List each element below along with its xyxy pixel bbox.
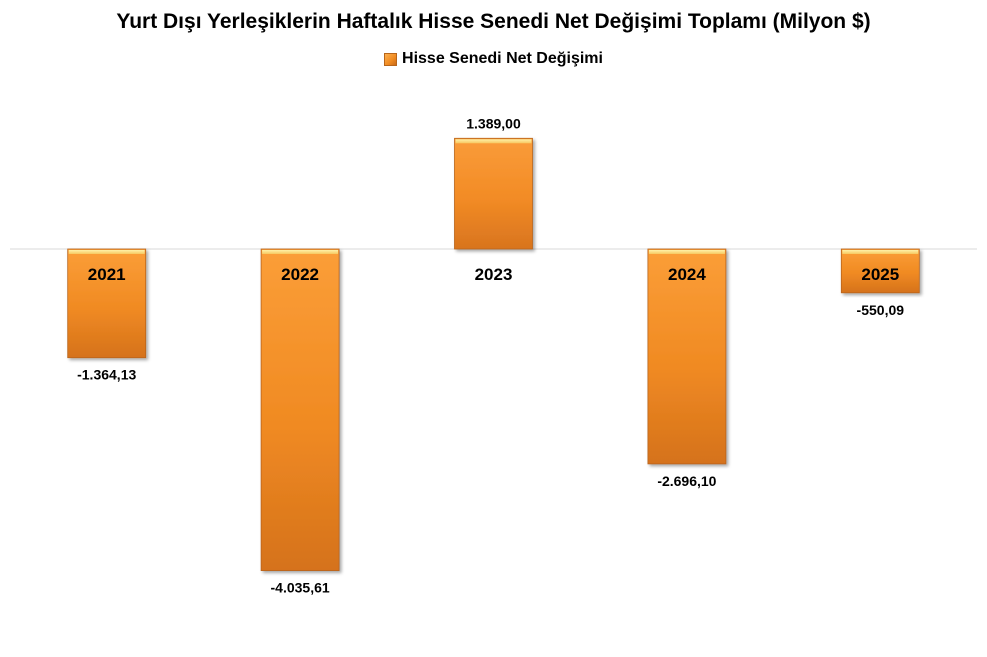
x-tick-label-2024: 2024 [668, 265, 706, 284]
data-label-2023: 1.389,00 [466, 115, 521, 131]
legend-label: Hisse Senedi Net Değişimi [402, 50, 603, 67]
x-tick-label-2022: 2022 [281, 265, 319, 284]
data-label-2024: -2.696,10 [657, 473, 716, 489]
legend-swatch [384, 52, 398, 66]
data-label-2025: -550,09 [857, 302, 905, 318]
bar-2024 [647, 248, 727, 465]
chart-title: Yurt Dışı Yerleşiklerin Haftalık Hisse S… [116, 10, 871, 33]
x-tick-label-2025: 2025 [861, 265, 899, 284]
bar-2023 [454, 137, 533, 250]
bar-2021 [67, 248, 147, 359]
bar-2022 [260, 248, 340, 572]
bar-highlight-2025 [842, 250, 919, 254]
bar-2025 [840, 248, 920, 294]
legend: Hisse Senedi Net Değişimi [0, 50, 987, 68]
bar-highlight-2022 [262, 250, 339, 254]
bar-highlight-2023 [455, 139, 532, 144]
data-label-2022: -4.035,61 [271, 580, 330, 596]
data-label-2021: -1.364,13 [77, 367, 136, 383]
x-tick-label-2023: 2023 [475, 265, 513, 284]
bar-highlight-2024 [648, 250, 725, 254]
x-tick-label-2021: 2021 [88, 265, 126, 284]
bar-highlight-2021 [68, 250, 145, 254]
